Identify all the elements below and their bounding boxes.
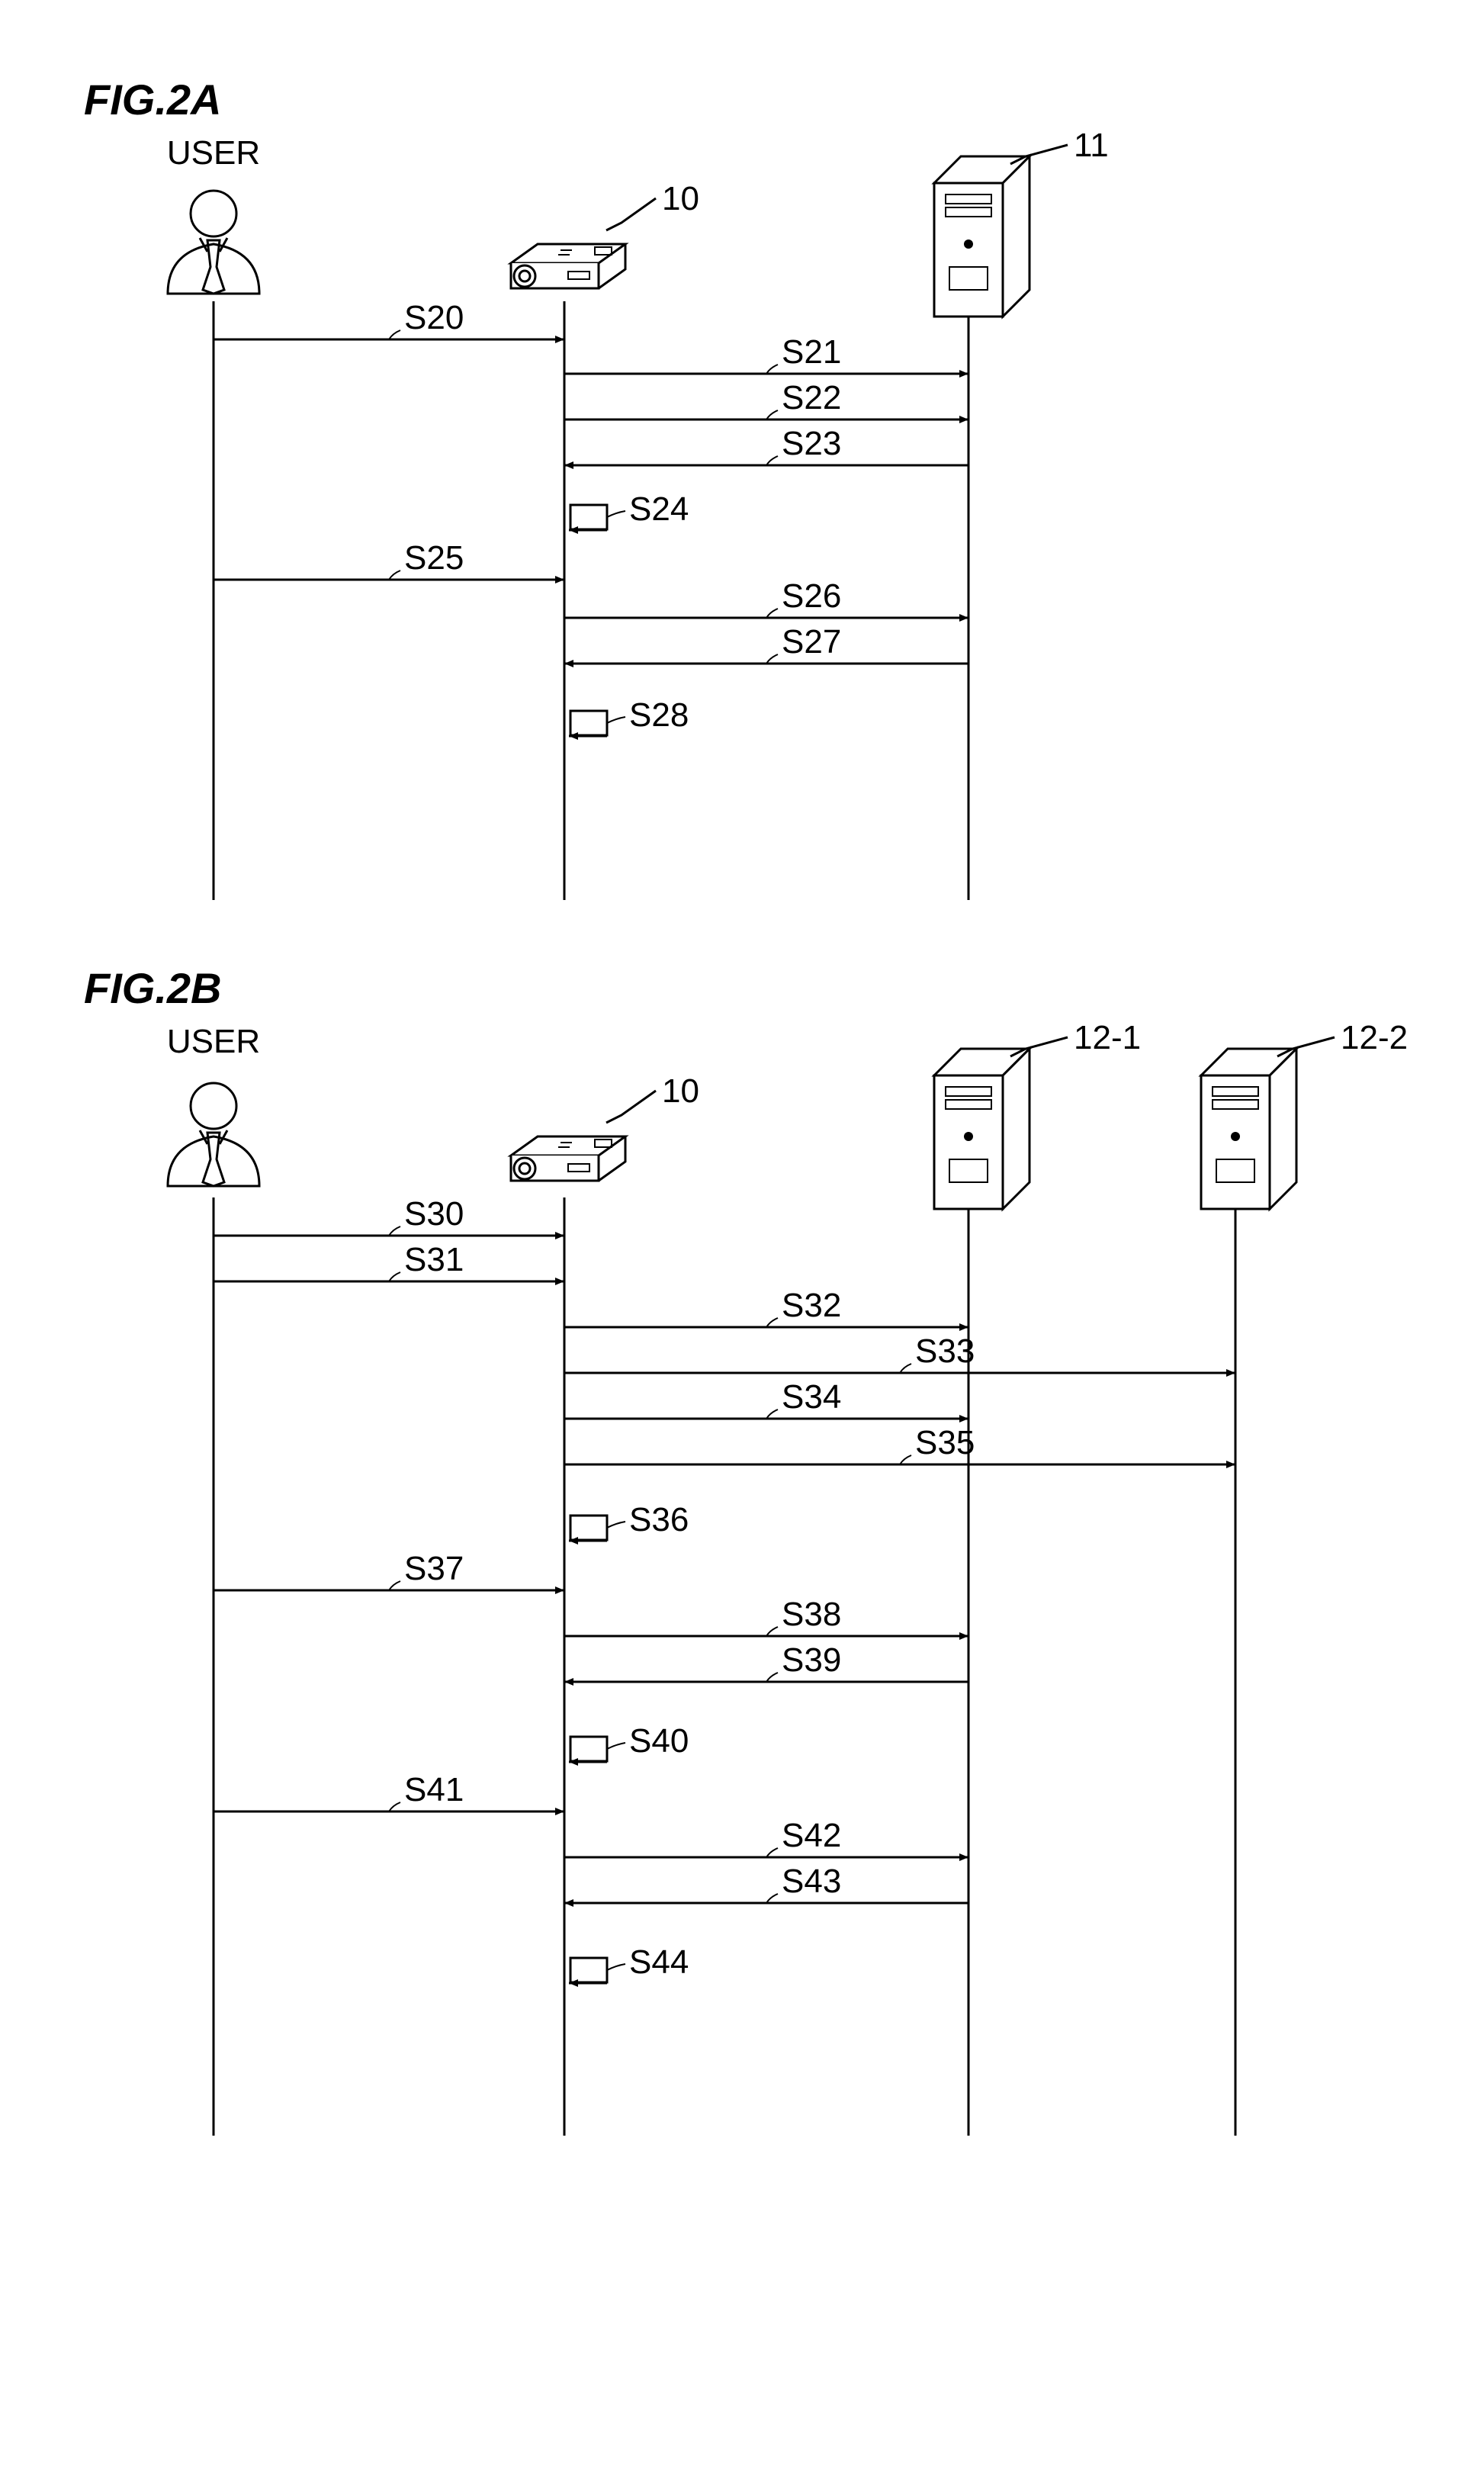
svg-text:S20: S20 — [404, 299, 464, 336]
svg-text:11: 11 — [1074, 127, 1109, 164]
projector-icon — [511, 244, 625, 288]
svg-text:S22: S22 — [782, 379, 841, 416]
fig-2b — [214, 1197, 1235, 2136]
step-s27-leader — [766, 654, 778, 664]
step-s39-leader — [766, 1673, 778, 1682]
ref-10-a — [606, 198, 656, 230]
step-s33-leader — [900, 1364, 911, 1373]
svg-text:S39: S39 — [782, 1641, 841, 1679]
svg-text:S36: S36 — [629, 1501, 689, 1538]
step-s26-leader — [766, 609, 778, 618]
svg-text:S38: S38 — [782, 1596, 841, 1633]
step-s41-leader — [389, 1802, 400, 1811]
server-icon — [934, 1049, 1029, 1209]
svg-text:FIG.2B: FIG.2B — [84, 964, 221, 1012]
step-s24 — [569, 505, 625, 530]
step-s22-leader — [766, 410, 778, 420]
projector-icon — [511, 1136, 625, 1181]
svg-text:S25: S25 — [404, 539, 464, 577]
svg-text:S21: S21 — [782, 333, 841, 371]
step-s25-leader — [389, 571, 400, 580]
svg-text:12-2: 12-2 — [1341, 1019, 1408, 1056]
svg-text:S26: S26 — [782, 577, 841, 615]
step-s37-leader — [389, 1581, 400, 1590]
step-s42-leader — [766, 1848, 778, 1857]
server-icon — [1201, 1049, 1296, 1209]
ref-10-b — [606, 1091, 656, 1123]
diagram-container: FIG.2A USER 10 11 S20 S21 S22 S23 S24 S25 S26 S27 S2… — [31, 31, 1484, 2441]
sequence-diagrams: FIG.2A USER 10 11 S20 S21 S22 S23 S24 S25 S26 S27 S2… — [31, 31, 1484, 2441]
svg-text:S43: S43 — [782, 1863, 841, 1900]
svg-text:S27: S27 — [782, 623, 841, 661]
step-s35-leader — [900, 1455, 911, 1464]
step-s23-leader — [766, 456, 778, 465]
svg-text:S44: S44 — [629, 1943, 689, 1981]
svg-text:S41: S41 — [404, 1771, 464, 1808]
svg-text:S23: S23 — [782, 425, 841, 462]
svg-text:10: 10 — [662, 180, 699, 217]
server-icon — [934, 156, 1029, 317]
svg-text:S37: S37 — [404, 1550, 464, 1587]
step-s44 — [569, 1958, 625, 1983]
svg-text:S33: S33 — [915, 1332, 975, 1370]
user-icon — [168, 1083, 259, 1186]
step-s36 — [569, 1516, 625, 1541]
svg-text:12-1: 12-1 — [1074, 1019, 1141, 1056]
step-s43-leader — [766, 1894, 778, 1903]
step-s34-leader — [766, 1410, 778, 1419]
svg-text:S31: S31 — [404, 1241, 464, 1278]
svg-text:S32: S32 — [782, 1287, 841, 1324]
svg-text:S30: S30 — [404, 1195, 464, 1233]
svg-text:S42: S42 — [782, 1817, 841, 1854]
step-s32-leader — [766, 1318, 778, 1327]
svg-text:S34: S34 — [782, 1378, 841, 1416]
svg-text:S28: S28 — [629, 696, 689, 734]
step-s21-leader — [766, 365, 778, 374]
svg-text:S40: S40 — [629, 1722, 689, 1760]
step-s31-leader — [389, 1272, 400, 1281]
step-s40 — [569, 1737, 625, 1762]
step-s38-leader — [766, 1627, 778, 1636]
step-s30-leader — [389, 1226, 400, 1236]
fig-2a — [114, 301, 1068, 900]
svg-text:S24: S24 — [629, 490, 689, 528]
step-s28 — [569, 711, 625, 736]
svg-text:10: 10 — [662, 1072, 699, 1110]
svg-text:USER: USER — [167, 134, 260, 172]
user-icon — [168, 191, 259, 294]
step-s20-leader — [389, 330, 400, 339]
svg-text:FIG.2A: FIG.2A — [84, 76, 221, 124]
svg-text:USER: USER — [167, 1023, 260, 1060]
svg-text:S35: S35 — [915, 1424, 975, 1461]
